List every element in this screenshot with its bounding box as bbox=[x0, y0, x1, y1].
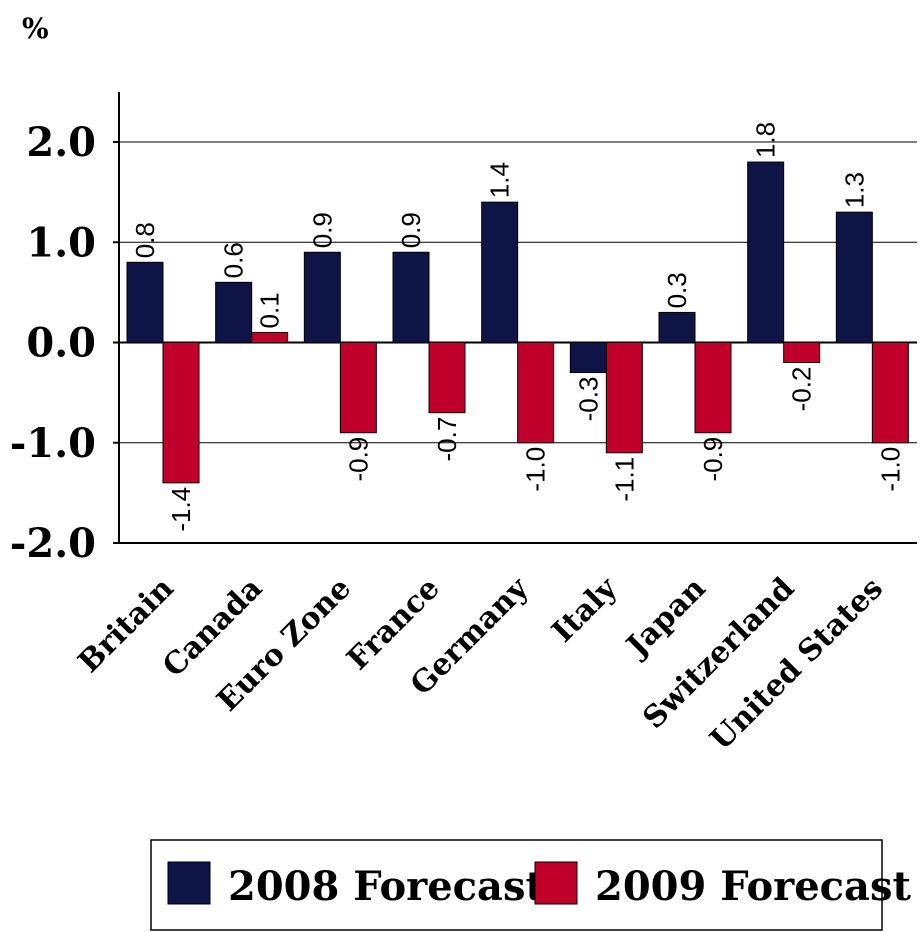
data-label: -0.7 bbox=[432, 417, 462, 462]
axes bbox=[113, 92, 917, 544]
y-tick-label: 0.0 bbox=[26, 320, 96, 367]
y-tick-label: -2.0 bbox=[10, 520, 96, 567]
data-label: -0.9 bbox=[343, 437, 373, 482]
bar-2008-canada bbox=[215, 281, 253, 344]
y-tick-label: -1.0 bbox=[10, 420, 96, 467]
bar-2009-japan bbox=[694, 342, 732, 434]
bar-2009-britain bbox=[162, 342, 200, 484]
data-label: -1.0 bbox=[521, 447, 551, 492]
bar-2008-france bbox=[392, 251, 430, 343]
legend-swatch-2009 bbox=[534, 861, 578, 905]
data-label: -0.9 bbox=[698, 437, 728, 482]
category-label-switzerland: Switzerland bbox=[636, 571, 801, 736]
legend-label-2009: 2009 Forecast bbox=[595, 863, 911, 910]
y-unit-label: % bbox=[22, 12, 49, 45]
data-label: 1.3 bbox=[839, 172, 869, 208]
data-label: 0.1 bbox=[255, 292, 285, 328]
bar-2009-switzerland bbox=[783, 342, 821, 364]
legend: 2008 Forecast 2009 Forecast bbox=[150, 839, 911, 931]
bar-2008-germany bbox=[481, 201, 519, 343]
data-label: 0.8 bbox=[130, 222, 160, 258]
y-tick-labels: 2.0 1.0 0.0 -1.0 -2.0 bbox=[10, 119, 96, 567]
legend-label-2008: 2008 Forecast bbox=[228, 863, 544, 910]
legend-box bbox=[150, 839, 883, 931]
data-labels: 0.8 0.6 0.9 0.9 1.4 -0.3 0.3 1.8 1.3 -1.4 0.1 -0.9 -… bbox=[130, 122, 905, 532]
bar-2008-switzerland bbox=[747, 161, 785, 343]
bar-2009-united-states bbox=[871, 342, 909, 444]
data-label: 1.4 bbox=[485, 162, 515, 198]
y-tick-label: 2.0 bbox=[26, 119, 96, 166]
data-label: -1.1 bbox=[609, 457, 639, 502]
data-label: -1.4 bbox=[166, 487, 196, 532]
bar-2009-euro-zone bbox=[339, 342, 377, 434]
data-label: -1.0 bbox=[875, 447, 905, 492]
bar-2009-italy bbox=[605, 342, 643, 454]
bars bbox=[126, 161, 909, 484]
data-label: 0.3 bbox=[662, 272, 692, 308]
bar-2009-france bbox=[428, 342, 466, 414]
legend-swatch-2008 bbox=[167, 861, 211, 905]
data-label: -0.2 bbox=[787, 367, 817, 412]
bar-2009-canada bbox=[251, 331, 289, 344]
bar-2008-japan bbox=[658, 311, 696, 343]
data-label: 0.9 bbox=[307, 212, 337, 248]
bar-2009-germany bbox=[517, 342, 555, 444]
bar-2008-united-states bbox=[835, 211, 873, 343]
category-label-italy: Italy bbox=[545, 570, 625, 650]
data-label: 1.8 bbox=[751, 122, 781, 158]
bar-2008-britain bbox=[126, 261, 164, 343]
data-label: 0.6 bbox=[219, 242, 249, 278]
data-label: 0.9 bbox=[396, 212, 426, 248]
y-tick-label: 1.0 bbox=[26, 219, 96, 266]
data-label: -0.3 bbox=[573, 377, 603, 422]
bar-2008-euro-zone bbox=[303, 251, 341, 343]
bar-2008-italy bbox=[569, 342, 607, 374]
